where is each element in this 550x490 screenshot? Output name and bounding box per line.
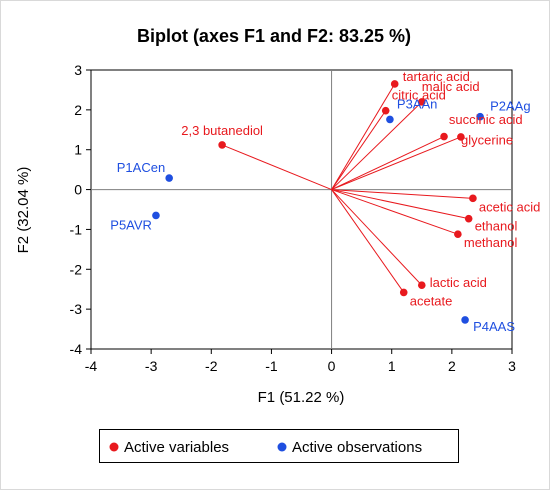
variable-point-tartaric-acid (390, 80, 399, 88)
vector-succinic-acid (331, 136, 462, 191)
y-axis-ticks: -4 -3 -2 -1 0 1 2 3 (70, 62, 91, 357)
y-tick-label: -2 (70, 261, 83, 277)
vector-glycerine (331, 136, 445, 191)
variable-point-methanol (454, 230, 462, 239)
y-axis-label: F2 (32.04 %) (15, 167, 32, 254)
observation-point-p3aan (386, 115, 394, 124)
x-tick-label: -3 (145, 358, 158, 374)
variable-point-succinic-acid (457, 133, 465, 141)
x-tick-label: -4 (85, 358, 98, 374)
variable-point-lactic-acid (417, 281, 426, 290)
label-succinic-acid: succinic acid (449, 112, 523, 127)
variable-point-malic-acid (417, 98, 426, 106)
observation-point-p4aas (461, 316, 469, 324)
variable-point-acetic-acid (469, 194, 477, 203)
x-axis-label: F1 (51.22 %) (258, 389, 345, 406)
label-ethanol: ethanol (475, 219, 518, 234)
x-axis-ticks: -4 -3 -2 -1 0 1 2 3 (85, 349, 516, 374)
vector-ethanol (331, 189, 469, 220)
y-tick-label: 0 (74, 182, 82, 198)
y-tick-label: -3 (70, 301, 83, 317)
plot-area (90, 69, 513, 350)
legend: Active variables Active observations (99, 429, 459, 463)
y-tick-label: 3 (74, 62, 82, 78)
vector-2-3-butanediol (221, 144, 332, 191)
observation-point-p5avr (152, 211, 160, 220)
label-citric-acid: citric acid (392, 88, 446, 103)
label-2-3-butanediol: 2,3 butanediol (181, 123, 263, 138)
variable-point-citric-acid (381, 106, 390, 115)
y-tick-label: -4 (70, 341, 83, 357)
label-tartaric-acid: tartaric acid (403, 69, 470, 84)
label-p4aas: P4AAS (473, 319, 515, 334)
x-tick-label: 0 (328, 358, 336, 374)
zero-lines (91, 70, 512, 349)
label-methanol: methanol (464, 235, 518, 250)
chart-title: Biplot (axes F1 and F2: 83.25 %) (137, 26, 411, 46)
x-tick-label: -2 (205, 358, 218, 374)
x-tick-label: -1 (265, 358, 278, 374)
legend-label-observations: Active observations (292, 439, 422, 456)
label-malic-acid: malic acid (422, 79, 480, 94)
y-tick-label: 1 (74, 142, 82, 158)
legend-marker-variables (109, 442, 119, 452)
variable-point-ethanol (464, 214, 473, 223)
x-tick-label: 2 (448, 358, 456, 374)
label-p5avr: P5AVR (110, 217, 152, 232)
vector-lactic-acid (331, 189, 423, 286)
legend-marker-observations (277, 442, 287, 452)
legend-label-variables: Active variables (124, 439, 229, 456)
y-tick-label: 2 (74, 102, 82, 118)
label-p2aag: P2AAg (490, 99, 530, 114)
variable-point-2-3-butanediol (218, 141, 226, 149)
vector-acetate (331, 189, 405, 293)
vector-malic-acid (331, 101, 423, 190)
vector-methanol (331, 189, 459, 235)
variable-point-acetate (399, 288, 408, 297)
variable-vectors (221, 83, 473, 293)
vector-acetic-acid (331, 189, 473, 199)
vector-citric-acid (331, 110, 387, 190)
label-lactic-acid: lactic acid (430, 275, 487, 290)
label-p3aan: P3AAn (397, 96, 437, 111)
label-glycerine: glycerine (461, 133, 513, 148)
label-acetate: acetate (410, 293, 453, 308)
variable-point-glycerine (440, 132, 448, 141)
x-tick-label: 3 (508, 358, 516, 374)
x-tick-label: 1 (388, 358, 396, 374)
label-p1acen: P1ACen (117, 160, 165, 175)
label-acetic-acid: acetic acid (479, 199, 540, 214)
y-tick-label: -1 (70, 221, 83, 237)
observation-point-p2aag (476, 112, 484, 121)
observation-point-p1acen (165, 174, 173, 182)
vector-tartaric-acid (331, 83, 396, 190)
data-points (152, 80, 484, 324)
